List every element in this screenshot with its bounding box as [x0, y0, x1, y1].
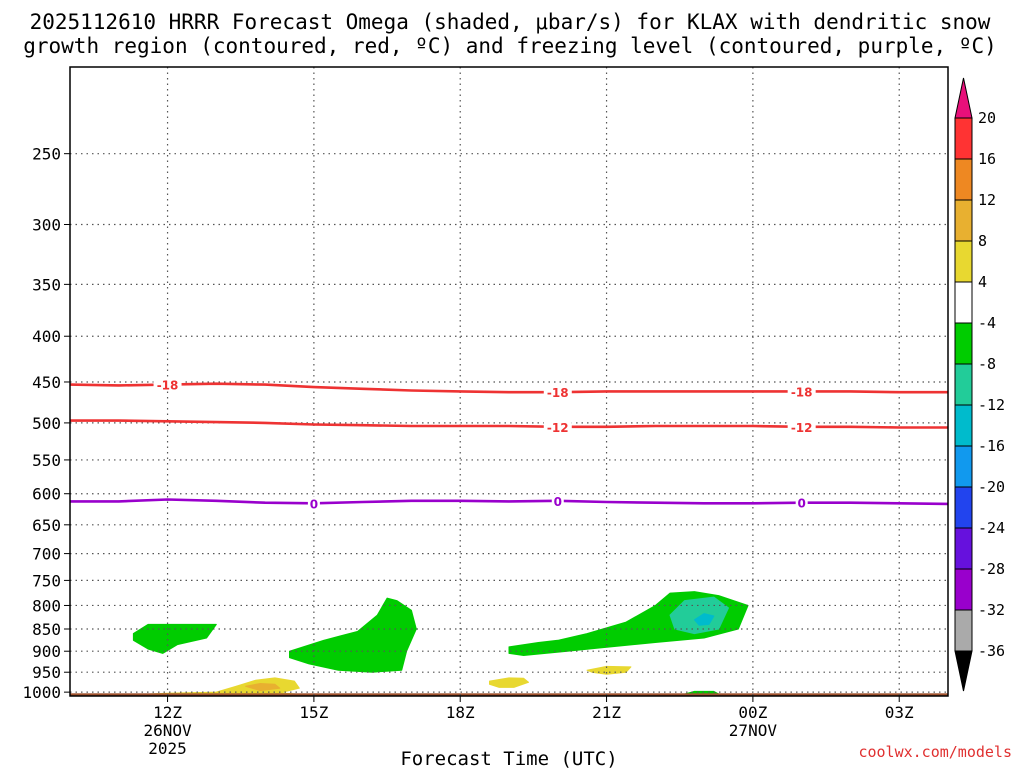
contour-label: -18 — [157, 379, 179, 393]
y-tick-label: 950 — [32, 663, 61, 682]
omega-colorbar: 20 16 12 8 4 -4 -8 -12 -16 -20 -24 -28 -32 -36 — [954, 77, 1005, 692]
x-tick-label: 03Z — [885, 703, 914, 722]
colorbar-tick-label: -16 — [978, 437, 1005, 455]
y-tick-label: 900 — [32, 642, 61, 661]
y-tick-label: 300 — [32, 215, 61, 234]
terrain-fill — [70, 693, 948, 696]
x-tick-label: 00Z — [738, 703, 767, 722]
y-tick-label: 700 — [32, 545, 61, 564]
credit-text: coolwx.com/models — [858, 743, 1012, 761]
colorbar-tick-label: -8 — [978, 355, 996, 373]
x-tick-sublabel: 2025 — [148, 739, 187, 758]
colorbar-bin — [954, 486, 973, 529]
y-tick-label: 250 — [32, 145, 61, 164]
omega-region-yellow-blob-19z — [489, 677, 529, 688]
omega-region-teal-blob-21z — [669, 596, 729, 635]
chart-title-line2: growth region (contoured, red, ºC) and f… — [23, 34, 997, 58]
colorbar-tick-label: -4 — [978, 314, 996, 332]
omega-region-green-blob-15z — [289, 597, 417, 673]
omega-shaded-regions — [118, 591, 749, 696]
y-tick-label: 550 — [32, 451, 61, 470]
contour-label: 0 — [797, 497, 805, 511]
y-axis-pressure-ticks: 250 300 350 400 450 500 550 600 650 700 750 800 850 9… — [22, 145, 70, 702]
y-tick-label: 450 — [32, 373, 61, 392]
colorbar-bin — [954, 322, 973, 365]
gridlines — [70, 67, 948, 696]
colorbar-bin — [954, 363, 973, 406]
plot-frame — [69, 66, 949, 697]
contour-label-bg — [787, 384, 816, 399]
contour-label: -12 — [547, 421, 569, 435]
omega-region-cyan-blob-21z — [693, 613, 715, 626]
colorbar-tick-label: 16 — [978, 150, 996, 168]
contour-dgz-minus18 — [69, 382, 948, 394]
y-tick-label: 600 — [32, 485, 61, 504]
omega-region-yellow-blob-21z — [586, 665, 632, 675]
x-tick-sublabel: 27NOV — [729, 721, 778, 740]
contour-label-bg — [153, 377, 182, 392]
omega-region-green-blob-12z — [132, 623, 217, 654]
x-tick-label: 18Z — [446, 703, 475, 722]
contour-label-bg — [543, 385, 572, 400]
colorbar-bottom-arrow — [954, 650, 973, 692]
colorbar-bin — [954, 568, 973, 611]
chart-title-line1: 2025112610 HRRR Forecast Omega (shaded, … — [30, 10, 991, 34]
colorbar-tick-label: -28 — [978, 560, 1005, 578]
contour-label-bg — [307, 496, 320, 511]
y-tick-label: 1000 — [22, 683, 61, 702]
contour-dgz-minus12 — [70, 419, 948, 429]
terrain-band — [70, 693, 948, 696]
x-axis-label: Forecast Time (UTC) — [400, 748, 617, 768]
contour-label: 0 — [554, 495, 562, 509]
contour-label-bg — [543, 419, 572, 434]
y-tick-label: 850 — [32, 620, 61, 639]
temperature-contours: -18 -18 -18 -12 -12 0 0 0 — [69, 377, 949, 511]
colorbar-tick-label: 8 — [978, 232, 987, 250]
colorbar-tick-label: 4 — [978, 273, 987, 291]
colorbar-tick-label: -12 — [978, 396, 1005, 414]
colorbar-bin — [954, 199, 973, 242]
contour-label-bg — [795, 495, 808, 510]
x-tick-label: 15Z — [299, 703, 328, 722]
y-tick-label: 400 — [32, 327, 61, 346]
colorbar-bin — [954, 404, 973, 447]
omega-region-orange-blob-surface — [245, 683, 281, 692]
colorbar-tick-label: 20 — [978, 109, 996, 127]
contour-freezing-level — [70, 498, 949, 506]
colorbar-bin — [954, 609, 973, 652]
colorbar-bin — [954, 445, 973, 488]
colorbar-bin — [954, 281, 973, 324]
x-tick-label: 21Z — [592, 703, 621, 722]
contour-label-bg — [551, 493, 564, 508]
contour-label: -12 — [791, 421, 813, 435]
colorbar-tick-label: -24 — [978, 519, 1005, 537]
colorbar-tick-label: -36 — [978, 642, 1005, 660]
y-tick-label: 350 — [32, 275, 61, 294]
colorbar-bin — [954, 158, 973, 201]
colorbar-tick-label: -32 — [978, 601, 1005, 619]
y-tick-label: 800 — [32, 596, 61, 615]
contour-label: 0 — [310, 497, 318, 511]
y-tick-label: 650 — [32, 516, 61, 535]
colorbar-tick-label: -20 — [978, 478, 1005, 496]
x-tick-label: 12Z — [153, 703, 182, 722]
colorbar-tick-label: 12 — [978, 191, 996, 209]
x-tick-sublabel: 26NOV — [143, 721, 192, 740]
contour-label: -18 — [547, 386, 569, 400]
colorbar-top-arrow — [954, 77, 973, 119]
contour-label-bg — [787, 419, 816, 434]
contour-label: -18 — [791, 385, 813, 399]
colorbar-bin — [954, 240, 973, 283]
y-tick-label: 500 — [32, 414, 61, 433]
y-tick-label: 750 — [32, 571, 61, 590]
colorbar-bin — [954, 527, 973, 570]
colorbar-bin — [954, 117, 973, 160]
